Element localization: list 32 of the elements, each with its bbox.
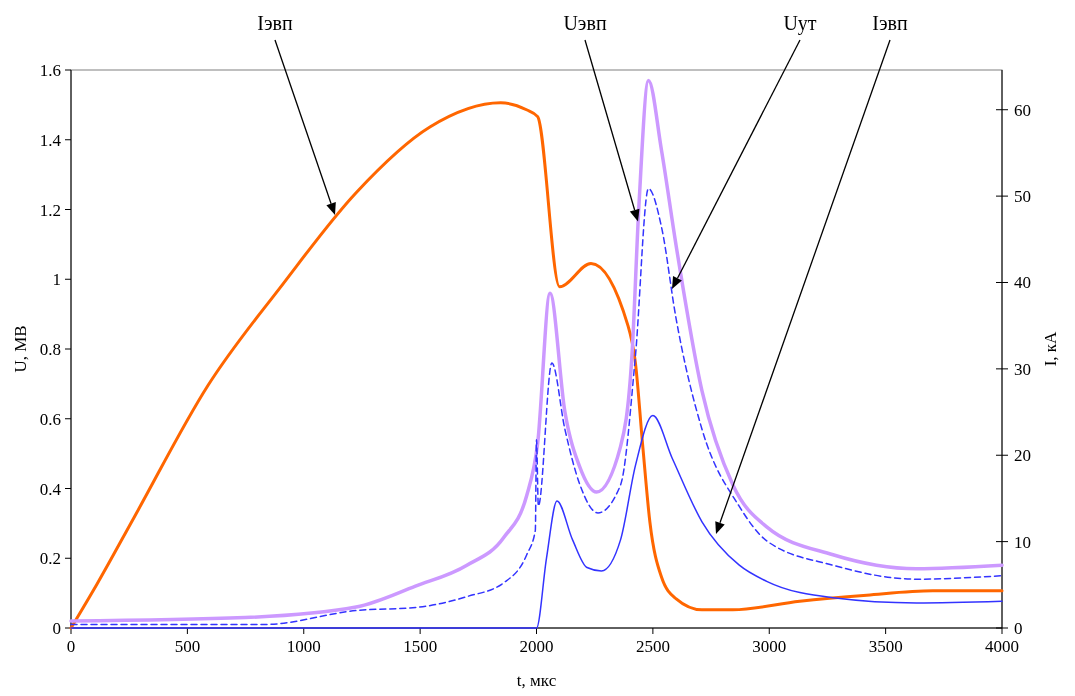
x-tick-label: 2000 [519, 637, 554, 656]
y-tick-label: 0 [52, 619, 61, 638]
x-tick-label: 1000 [286, 637, 321, 656]
text: Uэвп [563, 12, 607, 34]
y-tick-label: 0.8 [39, 340, 61, 359]
x-tick-label: 500 [174, 637, 201, 656]
y-tick-label: 0.4 [39, 479, 62, 499]
x-tick-label: 3500 [868, 637, 903, 656]
y2-tick-label: 50 [1014, 187, 1031, 207]
y2-tick-label: 60 [1014, 100, 1031, 120]
y-tick-label: 1.6 [39, 61, 61, 80]
y2-tick-label: 20 [1014, 446, 1031, 466]
x-tick-label: 3000 [752, 637, 787, 656]
y-tick-label: 1 [52, 270, 61, 290]
y-axis-title: U, МВ [11, 325, 30, 373]
text: Uут [783, 12, 817, 35]
y-tick-label: 0.6 [39, 409, 61, 429]
x-tick-label: 1500 [403, 637, 438, 656]
y-tick-label: 1.2 [39, 200, 61, 220]
y-tick-label: 1.4 [39, 130, 62, 150]
x-tick-label: 0 [66, 637, 76, 656]
y2-tick-label: 30 [1014, 359, 1031, 379]
y2-tick-label: 0 [1014, 619, 1023, 638]
x-axis-title: t, мкс [516, 671, 557, 690]
y2-tick-label: 10 [1014, 532, 1031, 552]
x-tick-label: 2500 [635, 637, 670, 656]
text: Iэвп [872, 12, 908, 34]
x-tick-label: 4000 [985, 637, 1019, 656]
y2-tick-label: 40 [1014, 273, 1031, 293]
text: Iэвп [257, 12, 293, 34]
y-tick-label: 0.2 [39, 549, 61, 569]
y2-axis-title: I, кА [1041, 330, 1060, 367]
